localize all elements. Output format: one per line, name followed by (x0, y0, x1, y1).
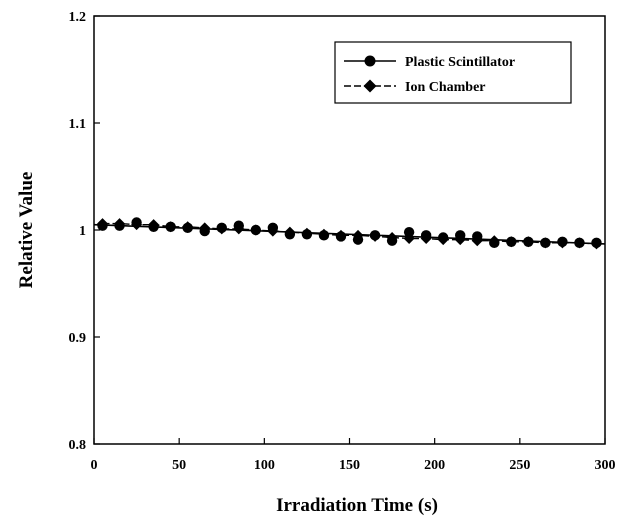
x-tick-label: 200 (424, 458, 445, 473)
data-point-ion-chamber (403, 233, 415, 245)
data-point-ion-chamber (471, 235, 483, 247)
data-point-ion-chamber (386, 231, 398, 243)
legend-marker-plastic-scintillator (364, 55, 376, 67)
x-tick-label: 0 (91, 458, 98, 473)
legend-label-ion-chamber: Ion Chamber (405, 80, 486, 95)
data-point-ion-chamber (114, 218, 126, 230)
legend-marker-ion-chamber (363, 79, 377, 93)
data-point-ion-chamber (335, 229, 347, 241)
data-point-ion-chamber (267, 225, 279, 237)
data-point-ion-chamber (369, 230, 381, 242)
data-point-ion-chamber (216, 223, 228, 235)
y-tick-label: 1.2 (69, 10, 87, 25)
data-point-ion-chamber (573, 237, 585, 249)
data-point-ion-chamber (318, 228, 330, 240)
data-point-ion-chamber (250, 224, 262, 236)
data-point-ion-chamber (488, 235, 500, 247)
series-ion-chamber (97, 218, 602, 250)
x-tick-label: 50 (172, 458, 186, 473)
data-point-plastic-scintillator (403, 226, 415, 238)
fit-line-layer (93, 223, 606, 245)
data-point-ion-chamber (454, 234, 466, 246)
y-tick-label: 0.9 (69, 331, 87, 346)
legend: Plastic Scintillator Ion Chamber (334, 41, 572, 104)
data-point-ion-chamber (590, 238, 602, 250)
data-point-ion-chamber (505, 236, 517, 248)
data-point-ion-chamber (522, 236, 534, 248)
data-point-ion-chamber (539, 237, 551, 249)
x-tick-label: 150 (339, 458, 360, 473)
data-point-ion-chamber (420, 233, 432, 245)
series-layer (97, 217, 602, 250)
y-tick-label: 1.1 (69, 117, 87, 132)
data-point-ion-chamber (301, 227, 313, 239)
x-tick-label: 250 (509, 458, 530, 473)
data-point-ion-chamber (199, 222, 211, 234)
data-point-ion-chamber (556, 237, 568, 249)
data-point-ion-chamber (233, 223, 245, 235)
data-point-ion-chamber (284, 226, 296, 238)
x-axis-ticks: 0 50 100 150 200 250 300 (91, 438, 616, 473)
x-tick-label: 100 (254, 458, 275, 473)
x-tick-label: 300 (595, 458, 616, 473)
data-point-ion-chamber (437, 234, 449, 246)
legend-label-plastic-scintillator: Plastic Scintillator (405, 55, 515, 70)
data-point-ion-chamber (97, 218, 109, 230)
data-point-ion-chamber (148, 219, 160, 231)
y-axis-ticks: 0.8 0.9 1 1.1 1.2 (69, 10, 100, 453)
data-point-ion-chamber (182, 221, 194, 233)
data-point-ion-chamber (352, 229, 364, 241)
fit-line (93, 223, 606, 245)
x-axis-title: Irradiation Time (s) (276, 495, 438, 516)
legend-box (334, 41, 572, 104)
data-point-ion-chamber (131, 219, 143, 231)
y-tick-label: 1 (79, 224, 86, 239)
y-tick-label: 0.8 (69, 438, 87, 453)
y-axis-title: Relative Value (16, 172, 37, 289)
data-point-ion-chamber (165, 221, 177, 233)
